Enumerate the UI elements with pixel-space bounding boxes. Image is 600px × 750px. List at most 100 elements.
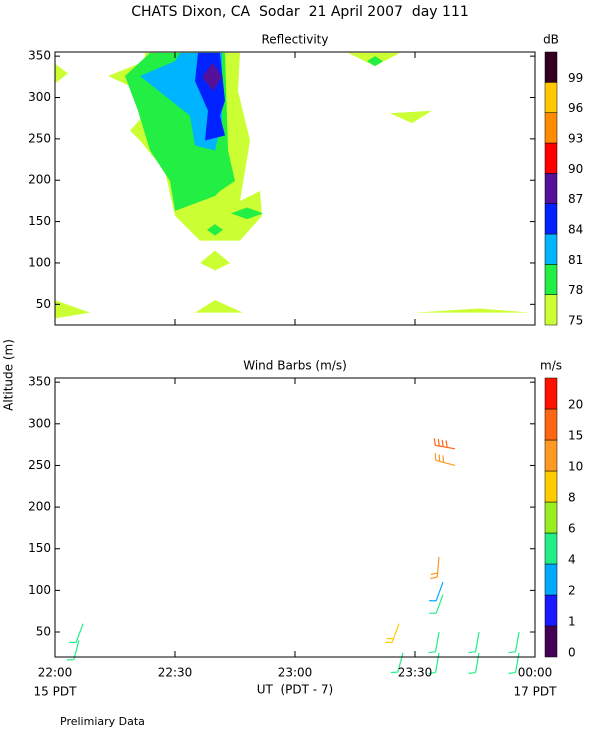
barb-line — [385, 623, 400, 644]
wind-barb — [66, 640, 80, 661]
colorbar-box — [544, 142, 558, 174]
wind-barb — [429, 594, 444, 614]
colorbar-box — [544, 173, 558, 204]
barb-line — [429, 581, 444, 602]
x-axis-label: UT (PDT - 7) — [257, 683, 334, 697]
barb-line — [429, 594, 444, 614]
contour-region — [390, 110, 432, 124]
wind-barb — [428, 652, 440, 675]
wind-barb — [430, 557, 440, 580]
y-tick-label: 350 — [28, 375, 51, 389]
footer: Prelimiary Data — [60, 715, 145, 728]
colorbar-box — [544, 594, 558, 627]
x-note: 17 PDT — [514, 685, 558, 699]
colorbar-label: 99 — [568, 71, 583, 85]
y-tick-label: 200 — [28, 500, 51, 514]
colorbar-label: 15 — [568, 429, 583, 443]
contour-region — [207, 224, 223, 236]
barb-line — [428, 631, 440, 654]
contour-region — [202, 62, 222, 91]
wind-barb — [508, 631, 520, 654]
wind-barb — [385, 623, 400, 644]
colorbar-box — [544, 264, 558, 295]
contour-region — [231, 207, 263, 220]
colorbar-box — [544, 625, 558, 658]
colorbar-label: 8 — [568, 491, 576, 505]
colorbar-label: 81 — [568, 253, 583, 267]
colorbar-box — [544, 233, 558, 265]
barb-line — [66, 640, 80, 661]
page-title: CHATS Dixon, CA Sodar 21 April 2007 day … — [131, 4, 469, 20]
y-tick-label: 300 — [28, 90, 51, 104]
wind-barb — [468, 631, 480, 654]
barb-line — [468, 652, 480, 675]
x-tick-label: 22:00 — [38, 666, 73, 680]
x-tick-label: 23:30 — [398, 666, 433, 680]
contour-region — [55, 300, 90, 319]
colorbar-box — [544, 377, 558, 410]
x-tick-label: 00:00 — [518, 666, 553, 680]
colorbar-label: 75 — [568, 314, 583, 328]
wind-barb — [434, 453, 456, 467]
colorbar-label: 10 — [568, 460, 583, 474]
barb-line — [508, 652, 520, 675]
colorbar-box — [544, 501, 558, 534]
colorbar-label: 1 — [568, 615, 576, 629]
colorbar-box — [544, 532, 558, 565]
colorbar-label: 93 — [568, 132, 583, 146]
x-tick-label: 22:30 — [158, 666, 193, 680]
plot-frame — [54, 377, 536, 658]
contour-region — [195, 300, 243, 313]
wind-barb — [468, 652, 480, 675]
contour-region — [415, 308, 530, 313]
colorbar-box — [544, 112, 558, 144]
barb-line — [468, 631, 480, 654]
barb-line — [430, 557, 440, 580]
y-tick-label: 350 — [28, 49, 51, 63]
colorbar-title: m/s — [540, 359, 562, 373]
colorbar-box — [544, 203, 558, 235]
colorbar-box — [544, 439, 558, 472]
y-tick-label: 100 — [28, 255, 51, 269]
colorbar-box — [544, 408, 558, 441]
colorbar-label: 84 — [568, 223, 583, 237]
y-tick-label: 250 — [28, 131, 51, 145]
colorbar-label: 90 — [568, 162, 583, 176]
colorbar-label: 96 — [568, 101, 583, 115]
colorbar-label: 6 — [568, 522, 576, 536]
wind-barb — [428, 631, 440, 654]
x-tick-label: 23:00 — [278, 666, 313, 680]
y-tick-label: 250 — [28, 458, 51, 472]
wind-barb — [429, 581, 444, 602]
contour-region — [55, 63, 68, 84]
barb-line — [433, 438, 456, 450]
colorbar-box — [544, 470, 558, 503]
colorbar-label: 0 — [568, 646, 576, 660]
y-tick-label: 300 — [28, 416, 51, 430]
x-note: 15 PDT — [34, 685, 78, 699]
wind-barb — [390, 652, 404, 674]
colorbar-label: 4 — [568, 553, 576, 567]
y-tick-label: 50 — [36, 625, 51, 639]
barb-line — [434, 453, 456, 467]
wind-barb — [508, 652, 520, 675]
barb-line — [508, 631, 520, 654]
colorbar-label: 78 — [568, 283, 583, 297]
colorbar-label: 87 — [568, 192, 583, 206]
y-tick-label: 150 — [28, 541, 51, 555]
y-tick-label: 200 — [28, 173, 51, 187]
colorbar-box — [544, 294, 558, 326]
barb-line — [390, 652, 404, 674]
panel-title: Reflectivity — [261, 33, 328, 47]
colorbar-label: 20 — [568, 398, 583, 412]
y-tick-label: 150 — [28, 214, 51, 228]
wind-barb — [69, 623, 84, 644]
wind-barb — [433, 438, 456, 450]
colorbar-box — [544, 563, 558, 596]
contour-region — [367, 56, 383, 67]
y-tick-label: 50 — [36, 297, 51, 311]
y-tick-label: 100 — [28, 583, 51, 597]
colorbar-label: 2 — [568, 584, 576, 598]
barb-line — [69, 623, 84, 644]
